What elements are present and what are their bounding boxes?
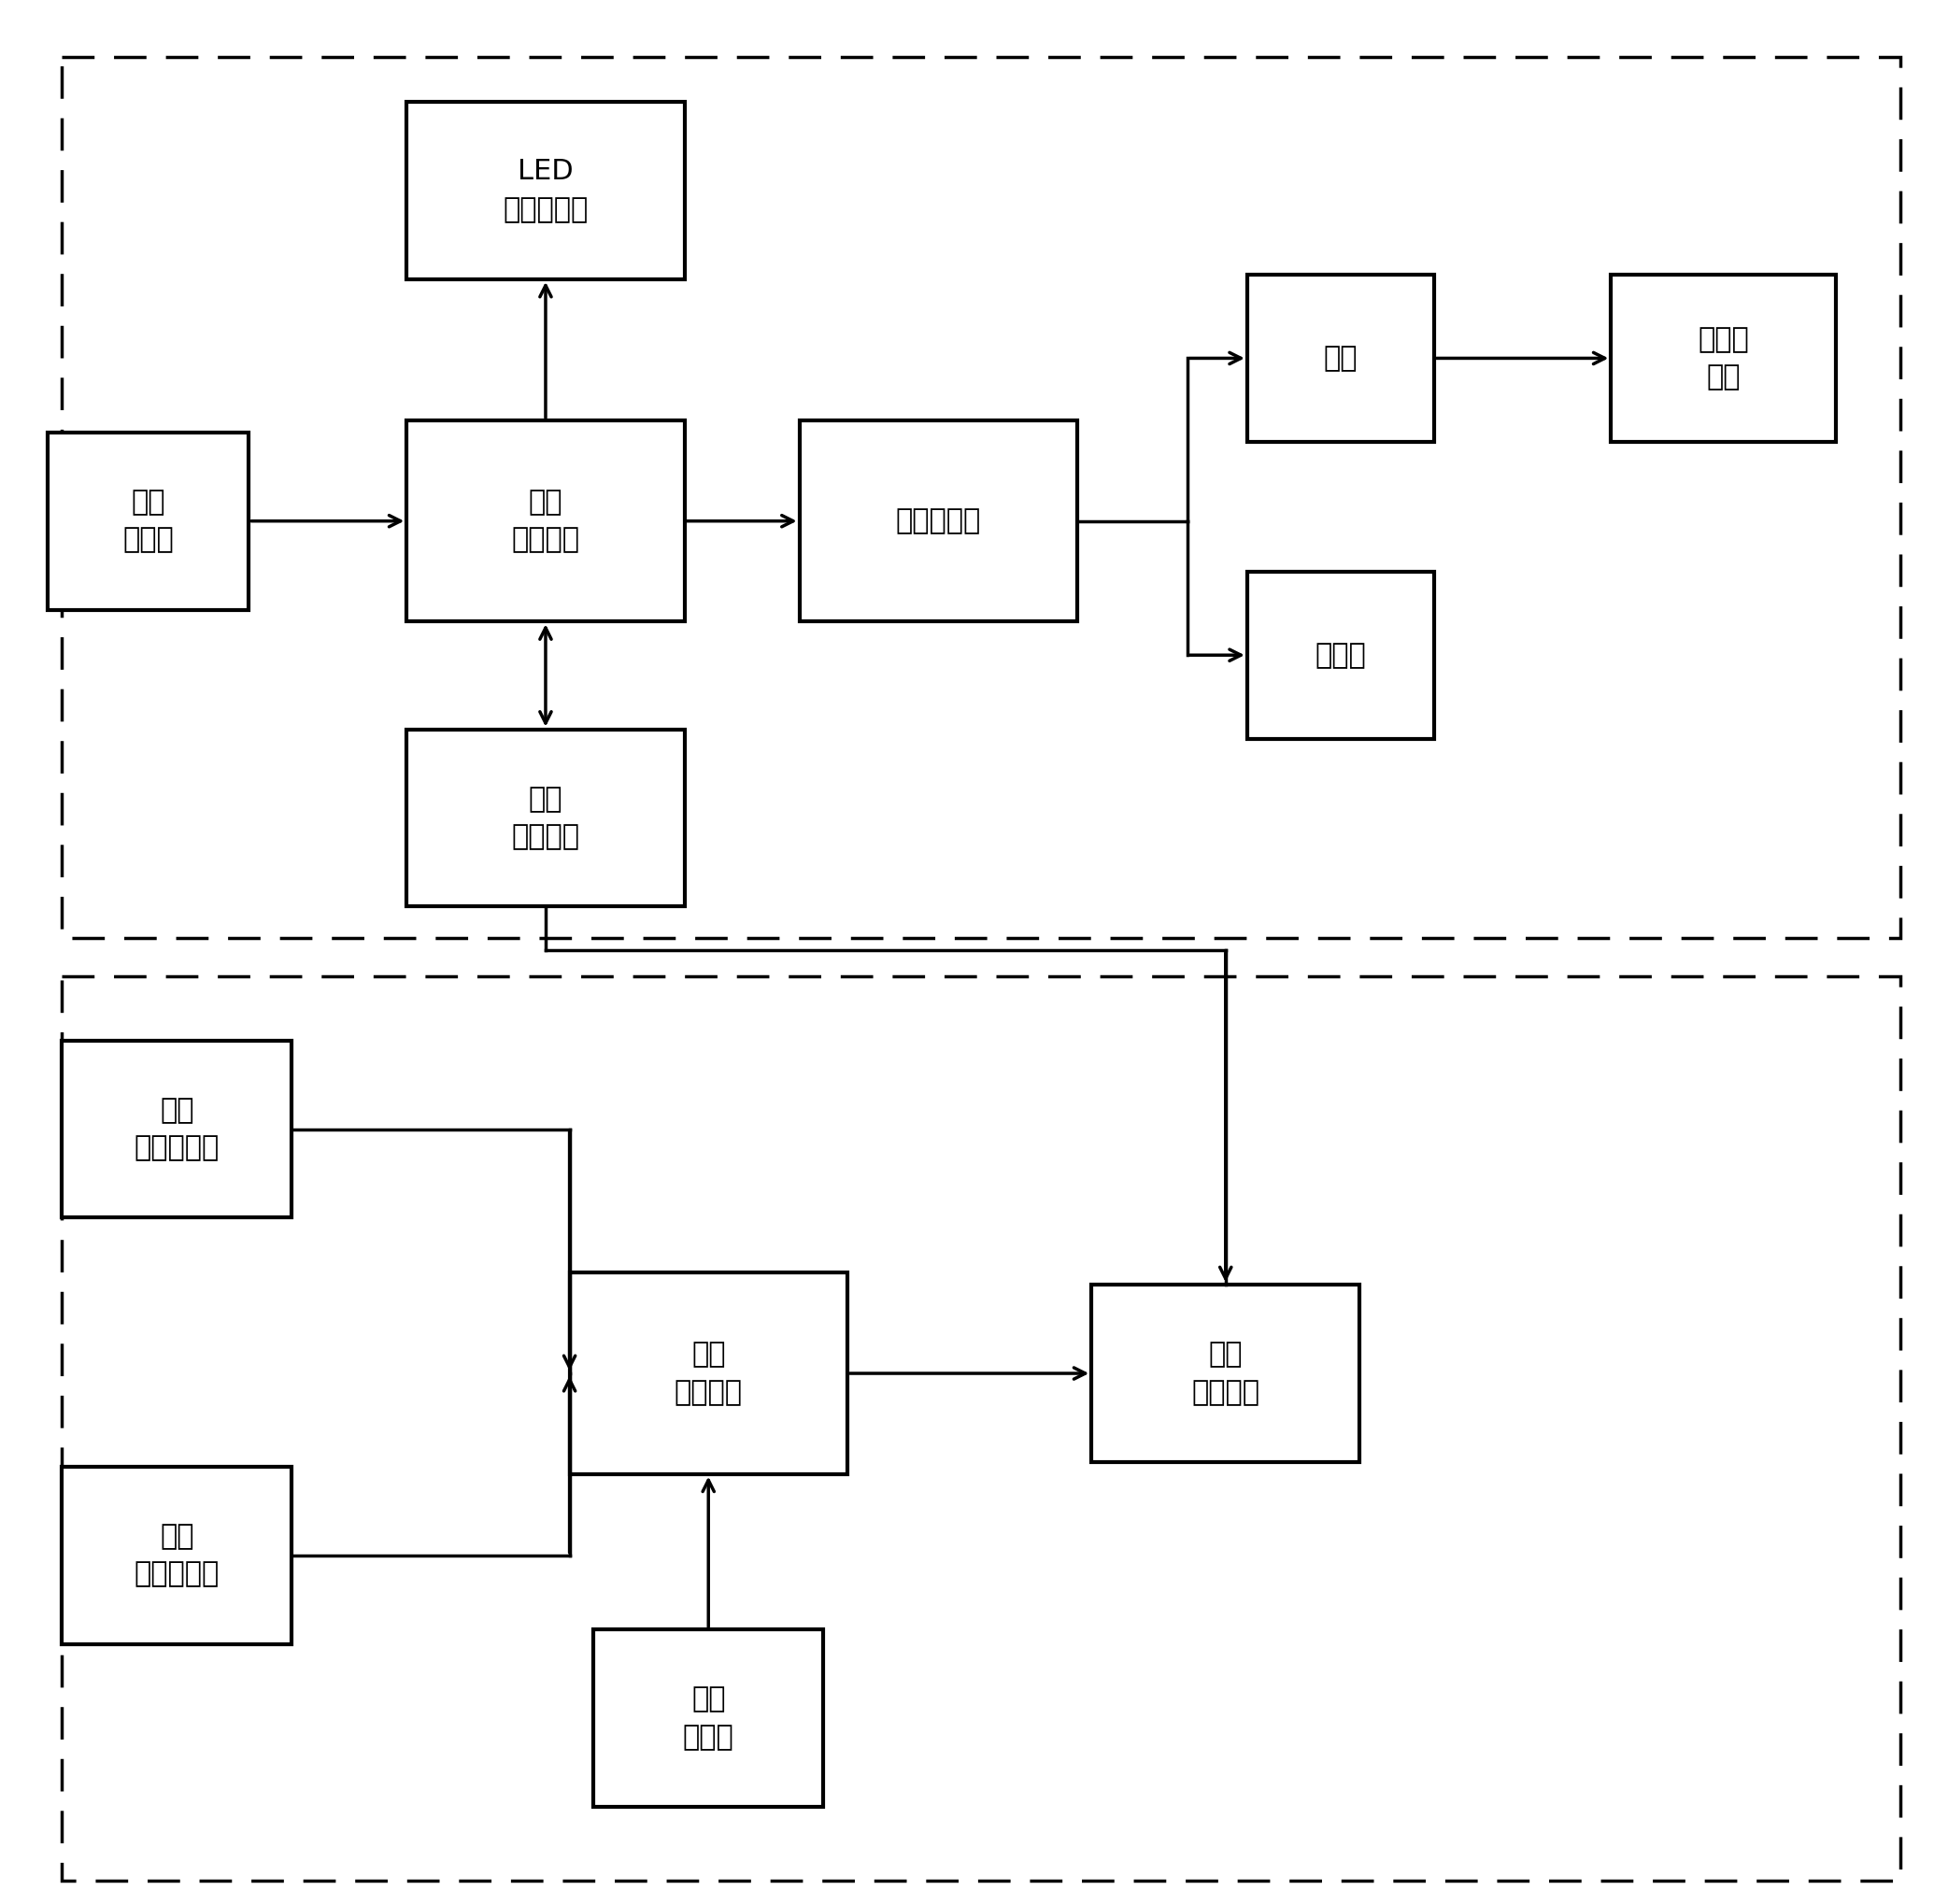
Text: 第一
控制器: 第一 控制器 [122, 489, 174, 554]
Bar [62, 977, 1901, 1881]
Text: 第一
微处理器: 第一 微处理器 [511, 489, 580, 554]
Text: 第二
微处理器: 第二 微处理器 [675, 1340, 743, 1405]
Text: 第一
通讯模块: 第一 通讯模块 [511, 786, 580, 851]
Bar [1611, 274, 1835, 442]
Bar [62, 1041, 292, 1219]
Bar [406, 729, 685, 906]
Text: 增压控
制器: 增压控 制器 [1698, 326, 1748, 390]
Bar [406, 103, 685, 280]
Bar [1247, 274, 1433, 442]
Bar [406, 421, 685, 621]
Text: 开关: 开关 [1323, 345, 1358, 371]
Bar [62, 1466, 292, 1643]
Text: 第二
光电传感器: 第二 光电传感器 [133, 1523, 219, 1588]
Text: LED
速度显示器: LED 速度显示器 [503, 158, 588, 223]
Text: 第一
光电传感器: 第一 光电传感器 [133, 1097, 219, 1161]
Text: 光电隔离器: 光电隔离器 [895, 508, 981, 535]
Text: 第二
控制器: 第二 控制器 [683, 1685, 735, 1750]
Bar [48, 432, 249, 609]
Bar [62, 57, 1901, 937]
Text: 第二
通讯模块: 第二 通讯模块 [1191, 1340, 1259, 1405]
Bar [594, 1630, 824, 1807]
Text: 控制阀: 控制阀 [1315, 642, 1365, 668]
Bar [1247, 571, 1433, 739]
Bar [1091, 1285, 1360, 1462]
Bar [569, 1274, 847, 1474]
Bar [799, 421, 1077, 621]
